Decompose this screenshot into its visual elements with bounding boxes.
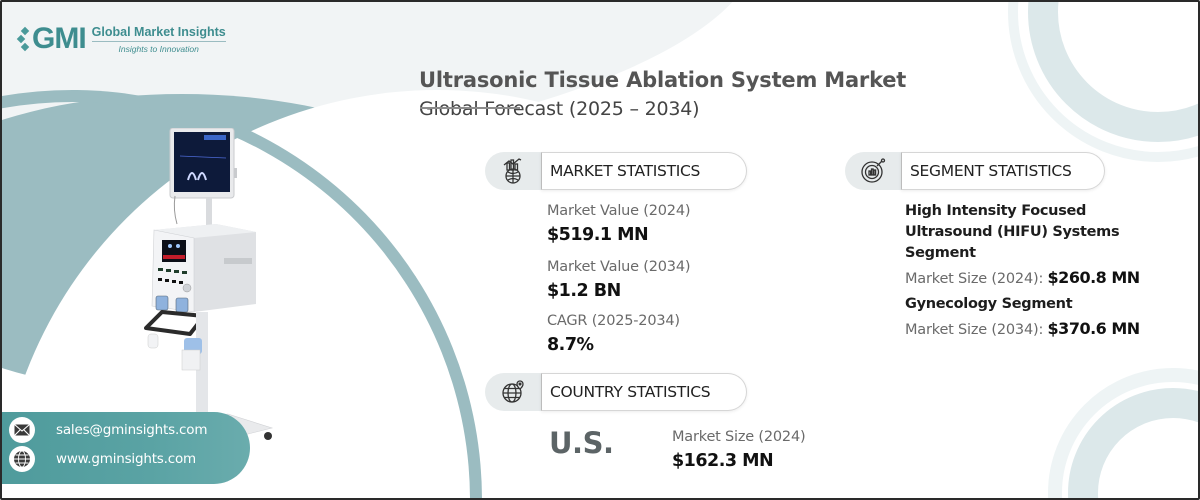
page-title: Ultrasonic Tissue Ablation System Market — [419, 68, 907, 92]
market-value-2034-label: Market Value (2034) — [547, 259, 691, 275]
segment-gynecology-name-line-1: Gynecology Segment — [905, 296, 1073, 312]
gmi-logo[interactable]: GMI Global Market Insights Insights to I… — [16, 22, 226, 55]
segment-hifu-metric: Market Size (2024): $260.8 MN — [905, 268, 1140, 287]
chart-globe-icon — [485, 152, 541, 190]
cagr-value: 8.7% — [547, 335, 594, 355]
segment-target-icon — [845, 152, 901, 190]
brand-tagline: Insights to Innovation — [118, 43, 199, 54]
segment-gynecology-metric: Market Size (2034): $370.6 MN — [905, 319, 1140, 338]
globe-icon — [9, 446, 35, 472]
globe-pin-icon — [485, 373, 541, 411]
logo-mark: GMI — [16, 22, 87, 55]
segment-hifu-name-line-2: Ultrasound (HIFU) Systems — [905, 224, 1120, 240]
contact-email-row[interactable]: sales@gminsights.com — [9, 417, 207, 443]
device-illustration — [144, 128, 274, 446]
page-subtitle: Global Forecast (2025 – 2034) — [419, 98, 700, 120]
segment-statistics-header: SEGMENT STATISTICS — [845, 152, 1105, 190]
country-market-size-label: Market Size (2024) — [672, 429, 806, 445]
country-statistics-title: COUNTRY STATISTICS — [541, 373, 747, 411]
contact-website-row[interactable]: www.gminsights.com — [9, 446, 196, 472]
market-value-2024-value: $519.1 MN — [547, 225, 649, 245]
market-statistics-title: MARKET STATISTICS — [541, 152, 747, 190]
contact-website[interactable]: www.gminsights.com — [56, 451, 196, 467]
segment-gynecology-metric-value: $370.6 MN — [1047, 319, 1141, 338]
segment-hifu-name: High Intensity Focused Ultrasound (HIFU)… — [905, 201, 1120, 264]
logo-text: Global Market Insights Insights to Innov… — [91, 25, 226, 54]
country-statistics-header: COUNTRY STATISTICS — [485, 373, 747, 411]
cagr-label: CAGR (2025-2034) — [547, 313, 680, 329]
country-name: U.S. — [549, 426, 614, 460]
market-statistics-header: MARKET STATISTICS — [485, 152, 747, 190]
segment-gynecology-metric-label: Market Size (2034): — [905, 322, 1048, 338]
market-value-2024-label: Market Value (2024) — [547, 203, 691, 219]
logo-gmi-text: GMI — [32, 22, 87, 55]
contact-email[interactable]: sales@gminsights.com — [56, 422, 208, 438]
title-divider — [420, 107, 520, 109]
segment-hifu-name-line-1: High Intensity Focused — [905, 203, 1087, 219]
segment-hifu-metric-value: $260.8 MN — [1047, 268, 1141, 287]
market-value-2034-value: $1.2 BN — [547, 281, 621, 301]
contact-band: sales@gminsights.com www.gminsights.com — [2, 412, 250, 484]
segment-statistics-title: SEGMENT STATISTICS — [901, 152, 1105, 190]
logo-diamonds-icon — [16, 26, 30, 52]
country-market-size-value: $162.3 MN — [672, 451, 774, 471]
segment-hifu-name-line-3: Segment — [905, 245, 976, 261]
brand-name: Global Market Insights — [91, 25, 226, 42]
segment-gynecology-name: Gynecology Segment — [905, 294, 1073, 315]
segment-hifu-metric-label: Market Size (2024): — [905, 271, 1048, 287]
envelope-icon — [9, 417, 35, 443]
